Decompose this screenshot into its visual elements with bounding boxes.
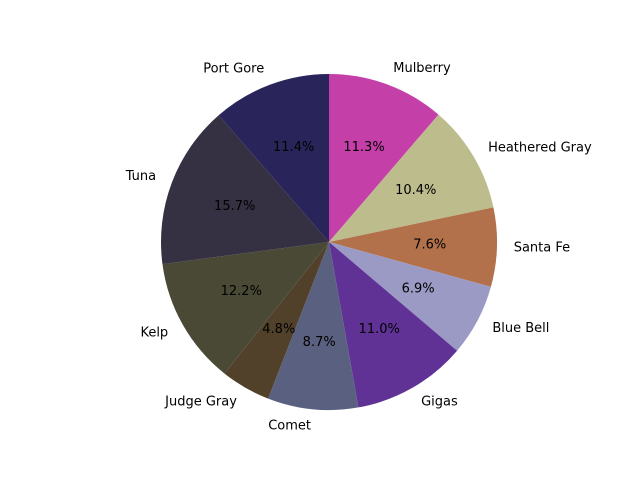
category-label-heathered-gray: Heathered Gray xyxy=(488,140,592,155)
percent-label-kelp: 12.2% xyxy=(221,284,262,299)
percent-label-heathered-gray: 10.4% xyxy=(395,183,436,198)
category-label-kelp: Kelp xyxy=(140,326,168,341)
percent-label-comet: 8.7% xyxy=(303,335,336,350)
category-label-blue-bell: Blue Bell xyxy=(492,321,549,336)
percent-labels: 11.3% 10.4% 7.6% 6.9% 11.0% 8.7% 4.8% 12.2% 15.7… xyxy=(214,140,446,350)
pie-slice-mulberry xyxy=(329,74,439,242)
pie-slice-port-gore xyxy=(218,74,329,242)
percent-label-tuna: 15.7% xyxy=(214,199,255,214)
category-label-tuna: Tuna xyxy=(125,169,156,184)
category-label-santa-fe: Santa Fe xyxy=(514,240,570,255)
percent-label-gigas: 11.0% xyxy=(359,322,400,337)
category-labels: Mulberry Heathered Gray Santa Fe Blue Bell G… xyxy=(125,61,592,433)
pie-slice-comet xyxy=(268,242,359,410)
category-label-mulberry: Mulberry xyxy=(393,61,451,76)
percent-label-blue-bell: 6.9% xyxy=(402,282,435,297)
category-label-gigas: Gigas xyxy=(421,395,458,410)
pie-slice-blue-bell xyxy=(329,242,491,351)
category-label-judge-gray: Judge Gray xyxy=(164,395,237,410)
pie-slice-tuna xyxy=(160,115,329,265)
percent-label-mulberry: 11.3% xyxy=(343,140,384,155)
percent-label-santa-fe: 7.6% xyxy=(413,238,446,253)
percent-label-judge-gray: 4.8% xyxy=(262,322,295,337)
pie-slices xyxy=(160,74,498,410)
pie-slice-heathered-gray xyxy=(329,114,494,242)
percent-label-port-gore: 11.4% xyxy=(273,140,314,155)
pie-slice-gigas xyxy=(329,242,458,408)
pie-slice-judge-gray xyxy=(224,242,329,399)
pie-slice-kelp xyxy=(162,242,329,374)
category-label-comet: Comet xyxy=(268,418,311,433)
pie-slice-santa-fe xyxy=(329,207,498,287)
category-label-port-gore: Port Gore xyxy=(203,61,264,76)
